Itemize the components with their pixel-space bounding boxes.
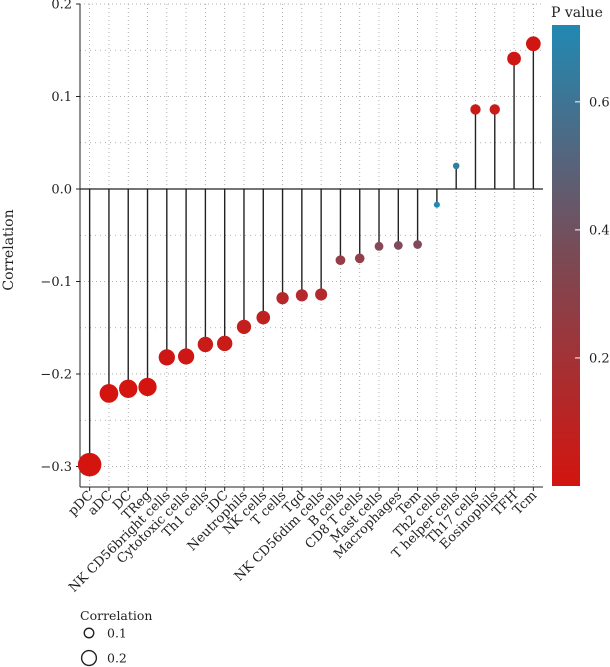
lollipop-point <box>256 310 271 325</box>
x-tick-label: Tcm <box>510 488 540 518</box>
size-legend-title: Correlation <box>80 608 153 623</box>
colorbar-gradient <box>552 25 580 486</box>
y-tick-label: −0.2 <box>40 368 72 383</box>
lollipop-point <box>315 288 328 301</box>
lollipop-point <box>138 377 157 397</box>
lollipop-point <box>177 348 195 365</box>
y-tick-label: −0.3 <box>40 460 72 475</box>
lollipop-point <box>295 289 308 302</box>
lollipop-point <box>525 36 541 52</box>
y-tick-label: −0.1 <box>40 275 72 290</box>
size-legend-circle <box>83 627 95 639</box>
lollipop-point <box>77 452 102 477</box>
colorbar-title: P value <box>551 5 603 21</box>
lollipop-point <box>489 104 500 115</box>
lollipop-point <box>354 253 365 264</box>
y-tick-label: 0.1 <box>51 90 72 105</box>
lollipop-point <box>217 335 233 352</box>
lollipop-point <box>197 336 214 353</box>
lollipop-point <box>335 255 346 266</box>
size-legend-circle <box>80 649 98 667</box>
lollipop-point <box>413 240 422 249</box>
lollipop-point <box>158 349 175 366</box>
colorbar-tick-label: 0.4 <box>589 223 610 238</box>
y-tick-label: 0.2 <box>51 0 72 13</box>
colorbar-tick-label: 0.6 <box>589 95 610 110</box>
lollipop-point <box>99 384 119 403</box>
size-legend-label: 0.1 <box>107 626 127 641</box>
y-tick-label: 0.0 <box>51 183 72 198</box>
lollipop-point <box>393 241 403 250</box>
lollipop-point <box>276 291 289 305</box>
y-axis-title: Correlation <box>1 209 17 290</box>
lollipop-point <box>374 241 384 251</box>
colorbar-tick-label: 0.2 <box>589 351 610 366</box>
lollipop-point <box>507 51 521 66</box>
lollipop-point <box>119 379 138 398</box>
lollipop-point <box>470 104 481 115</box>
size-legend-label: 0.2 <box>107 651 127 666</box>
lollipop-point <box>452 162 460 170</box>
lollipop-point <box>236 319 252 334</box>
lollipop-point <box>433 201 440 208</box>
